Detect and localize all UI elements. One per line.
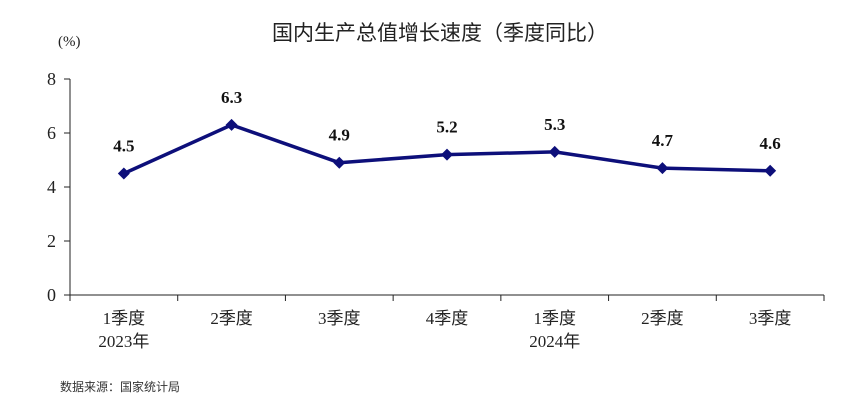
data-point-marker: [764, 164, 777, 177]
x-axis: 1季度 2季度 3季度 4季度 1季度 2季度 3季度 2023年 2024年: [69, 294, 825, 351]
x-category-label: 2季度: [210, 309, 253, 328]
y-tick-label: 6: [47, 123, 56, 143]
data-label: 4.7: [652, 131, 674, 150]
chart-title: 国内生产总值增长速度（季度同比）: [272, 21, 608, 45]
data-label: 5.3: [544, 115, 565, 134]
data-labels: 4.5 6.3 4.9 5.2 5.3 4.7 4.6: [113, 88, 781, 156]
data-point-marker: [117, 167, 130, 180]
y-axis: 0 2 4 6 8: [47, 69, 71, 305]
data-point-marker: [656, 162, 669, 175]
data-point-marker: [225, 118, 238, 131]
data-point-marker: [333, 156, 346, 169]
y-unit-label: (%): [58, 34, 81, 50]
data-label: 6.3: [221, 88, 242, 107]
x-category-label: 3季度: [318, 309, 361, 328]
x-year-label: 2024年: [529, 332, 580, 351]
data-label: 4.6: [760, 134, 781, 153]
data-label: 5.2: [436, 118, 457, 137]
data-point-marker: [548, 145, 561, 158]
x-category-label: 3季度: [749, 309, 792, 328]
source-note: 数据来源：国家统计局: [60, 379, 180, 394]
y-tick-label: 8: [47, 69, 56, 89]
data-label: 4.5: [113, 137, 134, 156]
data-label: 4.9: [329, 126, 350, 145]
y-tick-label: 4: [47, 177, 56, 197]
y-tick-label: 0: [47, 285, 56, 305]
y-tick-label: 2: [47, 231, 56, 251]
x-year-label: 2023年: [98, 332, 149, 351]
x-category-label: 4季度: [426, 309, 469, 328]
x-category-label: 1季度: [103, 309, 146, 328]
x-category-label: 1季度: [533, 309, 576, 328]
series-line: [117, 118, 777, 180]
data-point-marker: [441, 148, 453, 161]
x-category-label: 2季度: [641, 309, 684, 328]
